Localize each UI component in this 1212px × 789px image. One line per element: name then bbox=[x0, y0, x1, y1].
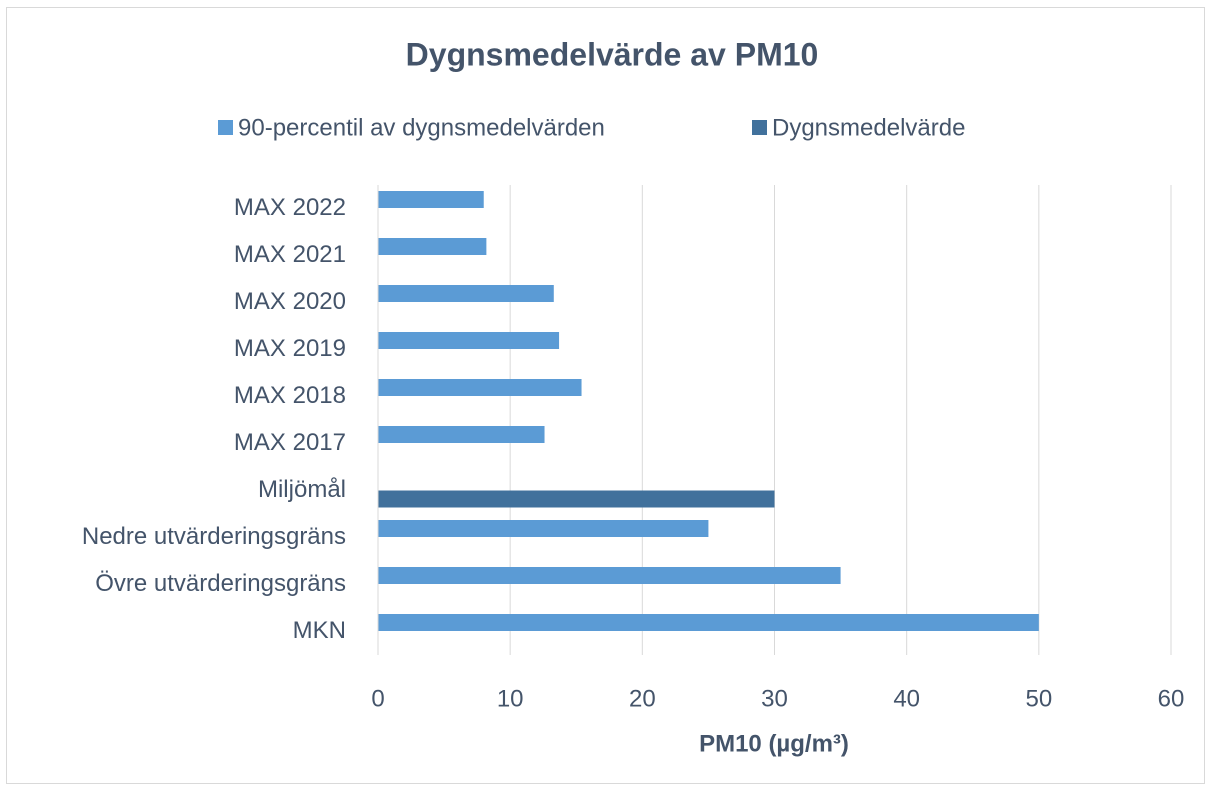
x-tick-label: 0 bbox=[371, 685, 384, 712]
bar bbox=[378, 191, 484, 208]
y-tick-label: Miljömål bbox=[258, 476, 346, 503]
x-tick-label: 40 bbox=[893, 685, 920, 712]
bar bbox=[378, 520, 709, 537]
bar bbox=[378, 285, 554, 302]
y-tick-label: MAX 2019 bbox=[234, 335, 346, 362]
chart-title: Dygnsmedelvärde av PM10 bbox=[406, 36, 819, 72]
y-tick-label: MAX 2022 bbox=[234, 194, 346, 221]
legend-label: Dygnsmedelvärde bbox=[772, 114, 965, 141]
bar bbox=[378, 238, 487, 255]
x-tick-label: 60 bbox=[1158, 685, 1185, 712]
legend-swatch bbox=[752, 120, 767, 135]
y-tick-label: MKN bbox=[293, 617, 346, 644]
bar bbox=[378, 379, 582, 396]
x-tick-label: 50 bbox=[1025, 685, 1052, 712]
y-tick-label: MAX 2018 bbox=[234, 382, 346, 409]
y-tick-label: Nedre utvärderingsgräns bbox=[82, 523, 346, 550]
y-tick-label: MAX 2021 bbox=[234, 241, 346, 268]
legend-label: 90-percentil av dygnsmedelvärden bbox=[238, 114, 605, 141]
x-axis-title: PM10 (µg/m³) bbox=[699, 730, 849, 757]
x-tick-label: 30 bbox=[761, 685, 788, 712]
bar bbox=[378, 614, 1039, 631]
bar bbox=[378, 332, 560, 349]
y-tick-label: MAX 2017 bbox=[234, 429, 346, 456]
y-tick-label: Övre utvärderingsgräns bbox=[95, 570, 346, 597]
bar bbox=[378, 567, 841, 584]
x-tick-label: 10 bbox=[497, 685, 524, 712]
x-tick-label: 20 bbox=[629, 685, 656, 712]
bar bbox=[378, 490, 775, 508]
chart-border bbox=[6, 7, 1205, 784]
y-tick-label: MAX 2020 bbox=[234, 288, 346, 315]
legend-swatch bbox=[218, 120, 233, 135]
bar bbox=[378, 426, 545, 443]
